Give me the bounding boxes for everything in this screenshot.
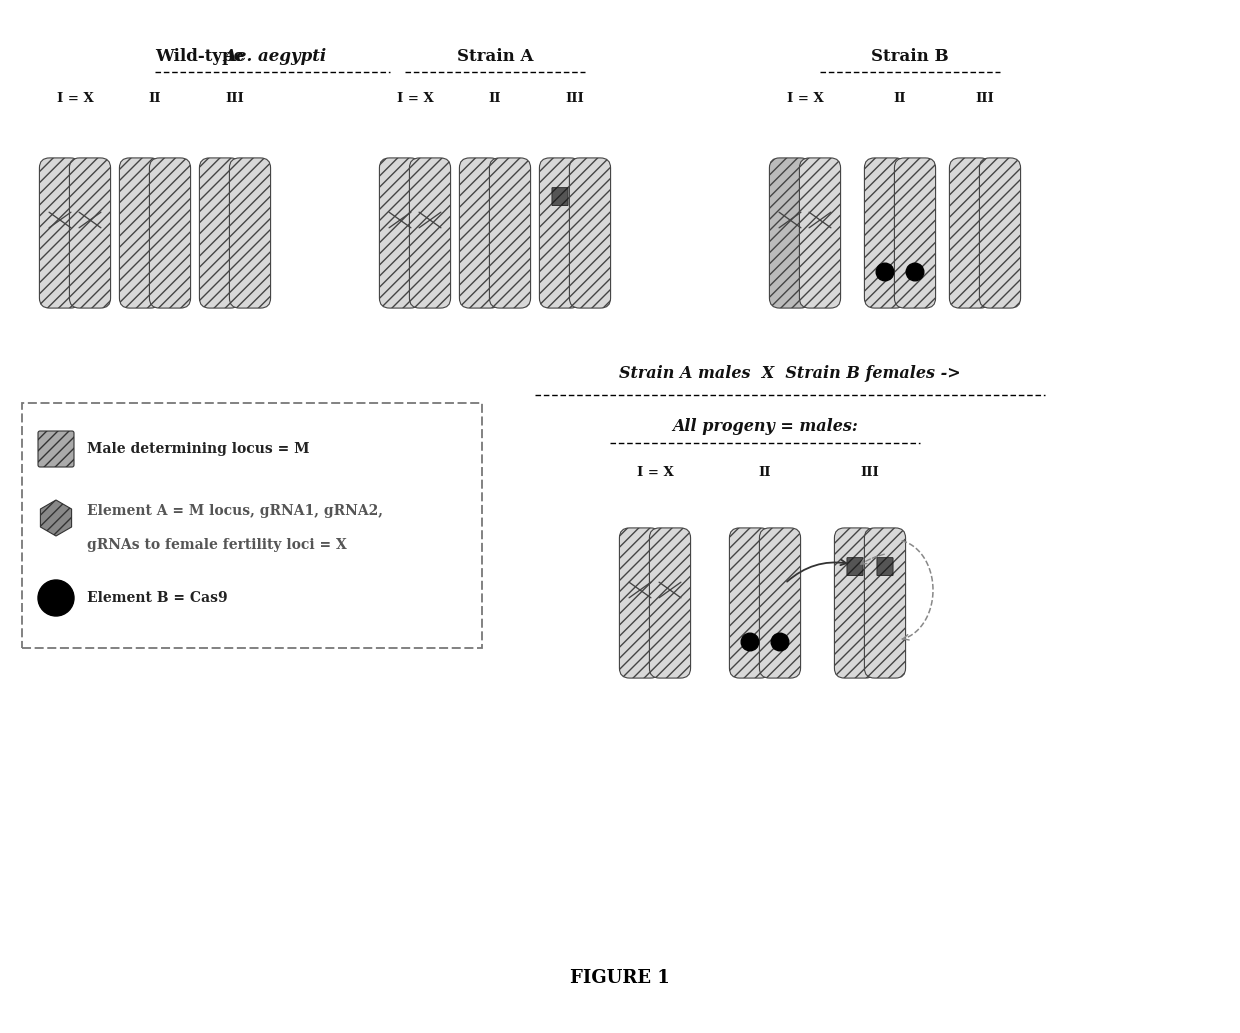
Text: Male determining locus = M: Male determining locus = M	[87, 442, 310, 456]
FancyBboxPatch shape	[864, 528, 905, 678]
Polygon shape	[41, 500, 72, 536]
Circle shape	[771, 633, 789, 651]
FancyBboxPatch shape	[847, 558, 863, 575]
Text: II: II	[149, 92, 161, 104]
FancyBboxPatch shape	[569, 158, 610, 308]
FancyBboxPatch shape	[552, 188, 568, 206]
Text: III: III	[565, 92, 584, 104]
Text: III: III	[861, 467, 879, 479]
Text: Wild-type: Wild-type	[155, 48, 250, 65]
FancyBboxPatch shape	[490, 158, 531, 308]
Text: All progeny = males:: All progeny = males:	[672, 418, 858, 435]
FancyBboxPatch shape	[864, 158, 905, 308]
FancyBboxPatch shape	[950, 158, 991, 308]
Text: Element A = M locus, gRNA1, gRNA2,: Element A = M locus, gRNA1, gRNA2,	[87, 504, 383, 518]
FancyBboxPatch shape	[379, 158, 420, 308]
FancyBboxPatch shape	[200, 158, 241, 308]
Text: I = X: I = X	[397, 92, 433, 104]
FancyBboxPatch shape	[729, 528, 770, 678]
Text: II: II	[759, 467, 771, 479]
Text: Strain A: Strain A	[456, 48, 533, 65]
Text: gRNAs to female fertility loci = X: gRNAs to female fertility loci = X	[87, 538, 347, 552]
Text: I = X: I = X	[57, 92, 93, 104]
Circle shape	[877, 263, 894, 281]
Text: III: III	[976, 92, 994, 104]
Text: FIGURE 1: FIGURE 1	[570, 969, 670, 987]
FancyBboxPatch shape	[800, 158, 841, 308]
Text: Ae. aegypti: Ae. aegypti	[223, 48, 326, 65]
Text: Strain B: Strain B	[872, 48, 949, 65]
FancyBboxPatch shape	[539, 158, 580, 308]
FancyBboxPatch shape	[40, 158, 81, 308]
FancyBboxPatch shape	[229, 158, 270, 308]
FancyBboxPatch shape	[459, 158, 501, 308]
FancyBboxPatch shape	[409, 158, 450, 308]
Text: I = X: I = X	[786, 92, 823, 104]
Text: I = X: I = X	[636, 467, 673, 479]
Text: II: II	[894, 92, 906, 104]
FancyBboxPatch shape	[69, 158, 110, 308]
FancyBboxPatch shape	[119, 158, 161, 308]
Text: Strain A males  X  Strain B females ->: Strain A males X Strain B females ->	[619, 365, 961, 381]
FancyBboxPatch shape	[650, 528, 691, 678]
FancyBboxPatch shape	[38, 431, 74, 467]
FancyBboxPatch shape	[22, 403, 482, 648]
FancyBboxPatch shape	[769, 158, 811, 308]
FancyBboxPatch shape	[877, 558, 893, 575]
FancyBboxPatch shape	[620, 528, 661, 678]
FancyBboxPatch shape	[759, 528, 801, 678]
Circle shape	[742, 633, 759, 651]
FancyBboxPatch shape	[894, 158, 936, 308]
Text: III: III	[226, 92, 244, 104]
Circle shape	[38, 580, 74, 616]
Circle shape	[906, 263, 924, 281]
FancyBboxPatch shape	[980, 158, 1021, 308]
Text: II: II	[489, 92, 501, 104]
FancyBboxPatch shape	[149, 158, 191, 308]
Text: Element B = Cas9: Element B = Cas9	[87, 591, 228, 605]
FancyBboxPatch shape	[835, 528, 875, 678]
